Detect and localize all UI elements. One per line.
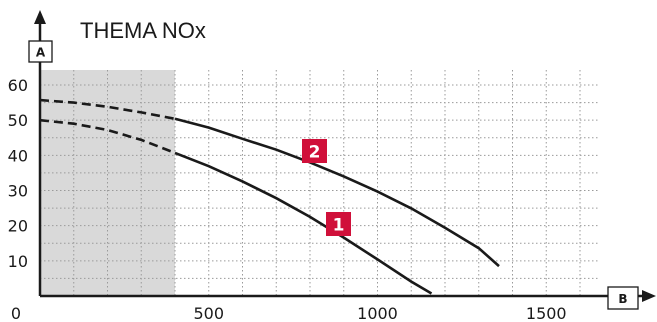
y-tick-label: 40 <box>8 146 28 165</box>
y-tick-label: 30 <box>8 182 28 201</box>
series-2-dashed-line <box>39 98 176 121</box>
badge-label: 2 <box>309 143 321 163</box>
x-axis-label-box <box>607 286 639 310</box>
y-tick-label: 60 <box>8 76 28 95</box>
series-2-line <box>174 117 500 268</box>
x-tick-label: 500 <box>193 304 224 322</box>
x-axis-arrow <box>642 290 656 302</box>
series-1-line <box>174 151 433 295</box>
badge-background <box>326 212 351 236</box>
y-tick-label: 10 <box>8 252 28 271</box>
axes: AB <box>28 10 656 310</box>
y-axis-label-box <box>28 40 53 63</box>
series-1-badge: 1 <box>326 212 351 236</box>
badge-label: 1 <box>333 216 345 236</box>
series-group <box>39 98 500 295</box>
series-1-dashed-line <box>39 118 176 155</box>
y-tick-label: 20 <box>8 217 28 236</box>
series-badges: 12 <box>302 139 351 236</box>
badge-background <box>302 139 327 163</box>
y-axis-label: A <box>36 46 46 60</box>
chart-title: THEMA NOx <box>80 18 206 43</box>
x-tick-label: 1500 <box>526 304 567 322</box>
y-axis-arrow <box>34 10 46 24</box>
series-2-badge: 2 <box>302 139 327 163</box>
x-axis-label: B <box>618 292 627 306</box>
grid <box>40 70 598 296</box>
y-tick-label: 50 <box>8 111 28 130</box>
x-tick-label: 1000 <box>357 304 398 322</box>
origin-label: 0 <box>11 304 21 322</box>
tick-labels: 10 20 30 40 50 60 500 1000 1500 0 <box>8 76 567 322</box>
